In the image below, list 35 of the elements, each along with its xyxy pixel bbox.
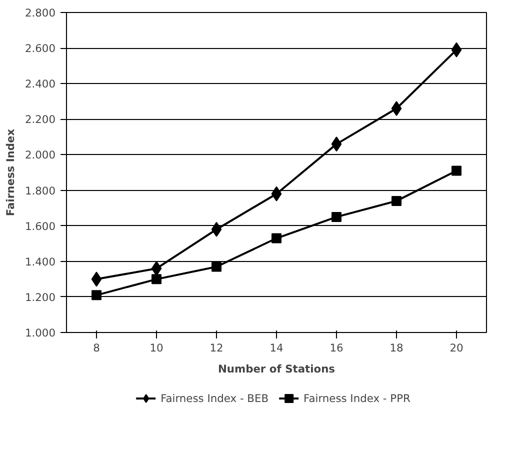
y-tick-label: 1.200	[24, 290, 56, 304]
point	[271, 186, 282, 202]
point	[392, 196, 402, 206]
y-axis-title: Fairness Index	[4, 128, 17, 216]
y-tick-label: 2.400	[24, 78, 56, 91]
legend-label: Fairness Index - PPR	[304, 392, 410, 404]
x-tick-label: 8	[93, 342, 100, 354]
y-tick-label: 2.000	[24, 148, 56, 162]
point	[92, 290, 102, 300]
point	[211, 222, 222, 237]
point	[91, 272, 102, 287]
y-tick-label: 2.200	[24, 113, 56, 126]
point	[452, 166, 462, 176]
y-tick-label: 1.600	[24, 220, 56, 233]
x-tick-label: 18	[390, 342, 404, 354]
legend-label: Fairness Index - BEB	[160, 392, 269, 404]
point	[332, 212, 342, 222]
x-tick-label: 20	[450, 342, 464, 354]
point	[272, 233, 282, 244]
point	[212, 262, 222, 272]
x-tick-label: 10	[150, 342, 164, 354]
x-tick-label: 14	[270, 342, 284, 354]
y-tick-label: 2.800	[24, 6, 56, 20]
point	[391, 101, 402, 116]
y-tick-label: 1.400	[24, 255, 56, 268]
x-tick-label: 16	[330, 342, 344, 354]
y-tick-label: 1.800	[24, 184, 56, 198]
y-tick-label: 1.000	[24, 326, 56, 340]
point	[151, 261, 162, 276]
x-tick-label: 12	[210, 342, 224, 354]
point	[331, 136, 342, 152]
point	[451, 42, 462, 58]
y-tick-label: 2.600	[24, 42, 56, 56]
point	[152, 274, 162, 284]
x-axis-title: Number of Stations	[218, 362, 336, 376]
